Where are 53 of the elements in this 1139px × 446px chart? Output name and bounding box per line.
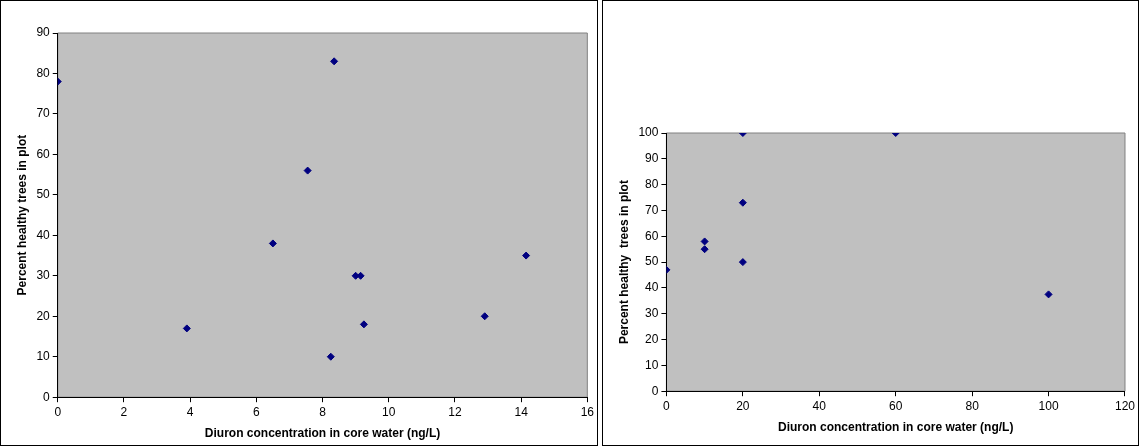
y-tick-label: 80 <box>36 65 51 80</box>
x-tick-label: 0 <box>663 398 671 413</box>
point <box>700 245 709 254</box>
y-tick-label: 40 <box>36 227 51 242</box>
x-tick-label: 80 <box>965 398 980 413</box>
point <box>1044 290 1053 299</box>
x-tick-label: 20 <box>736 398 750 413</box>
point <box>303 166 312 175</box>
point <box>326 352 335 361</box>
x-tick-label: 8 <box>319 404 327 419</box>
y-tick-label: 70 <box>645 202 659 217</box>
y-tick-label: 40 <box>645 280 659 295</box>
y-tick-label: 10 <box>645 357 659 372</box>
y-tick-label: 10 <box>36 349 51 364</box>
x-tick-label: 16 <box>580 404 595 419</box>
y-tick-label: 0 <box>651 383 659 398</box>
point <box>480 312 489 321</box>
x-tick-label: 10 <box>382 404 396 419</box>
y-axis-title: Percent healthy trees in plot <box>616 180 631 345</box>
y-tick-label: 30 <box>36 268 51 283</box>
point <box>522 251 531 260</box>
point <box>700 237 709 246</box>
point <box>182 324 191 333</box>
point <box>738 198 747 207</box>
x-tick-label: 40 <box>812 398 827 413</box>
x-tick-label: 0 <box>54 404 62 419</box>
y-tick-label: 50 <box>645 254 659 269</box>
point <box>330 57 339 66</box>
x-tick-label: 12 <box>448 404 462 419</box>
x-tick-label: 100 <box>1038 398 1059 413</box>
y-tick-label: 30 <box>645 306 659 321</box>
y-tick-label: 70 <box>36 106 51 121</box>
y-tick-label: 50 <box>36 187 51 202</box>
y-tick-label: 20 <box>645 331 659 346</box>
y-tick-label: 90 <box>36 25 51 40</box>
y-tick-label: 20 <box>36 308 51 323</box>
x-tick-label: 2 <box>120 404 128 419</box>
y-tick-label: 90 <box>645 151 659 166</box>
x-axis-title: Diuron concentration in core water (ng/L) <box>778 420 1014 435</box>
x-tick-label: 120 <box>1114 398 1136 413</box>
y-tick-label: 100 <box>638 125 659 140</box>
x-tick-label: 60 <box>889 398 903 413</box>
y-tick-label: 60 <box>645 228 659 243</box>
y-tick-label: 60 <box>36 146 51 161</box>
point <box>359 320 368 329</box>
x-axis-title: Diuron concentration in core water (ng/L) <box>204 426 441 441</box>
x-tick-label: 4 <box>186 404 194 419</box>
x-tick-label: 14 <box>514 404 529 419</box>
y-axis-title: Percent healthy trees in plot <box>14 134 29 296</box>
point <box>268 239 277 248</box>
y-tick-label: 80 <box>645 176 659 191</box>
point <box>738 258 747 267</box>
x-tick-label: 6 <box>253 404 260 419</box>
